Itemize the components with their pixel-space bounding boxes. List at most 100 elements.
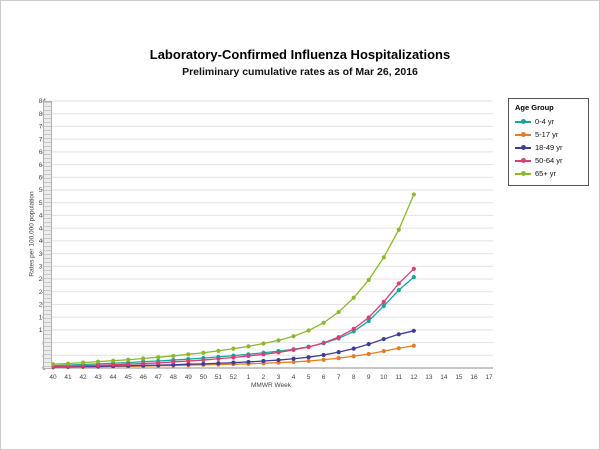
legend-marker-5-17 xyxy=(515,132,531,137)
data-point xyxy=(111,358,116,363)
data-point xyxy=(80,360,86,365)
legend-item-50-64[interactable]: 50-64 yr xyxy=(515,154,583,167)
svg-text:46: 46 xyxy=(140,374,148,381)
data-point xyxy=(351,326,356,332)
svg-text:6: 6 xyxy=(322,374,326,381)
svg-text:49: 49 xyxy=(185,374,193,381)
svg-text:47: 47 xyxy=(155,374,163,381)
svg-text:40: 40 xyxy=(49,374,57,381)
svg-text:16: 16 xyxy=(39,314,47,321)
data-point xyxy=(321,340,326,345)
data-point xyxy=(246,359,251,365)
legend-marker-65plus xyxy=(515,171,531,176)
data-point xyxy=(351,354,356,359)
svg-text:28: 28 xyxy=(39,276,47,283)
data-point xyxy=(186,358,191,364)
svg-text:50: 50 xyxy=(200,374,208,381)
svg-text:48: 48 xyxy=(39,213,47,220)
data-point xyxy=(366,318,371,324)
svg-text:80: 80 xyxy=(39,111,47,118)
svg-text:15: 15 xyxy=(455,374,463,381)
data-point xyxy=(411,343,416,348)
svg-text:1: 1 xyxy=(247,374,251,381)
chart-subtitle: Preliminary cumulative rates as of Mar 2… xyxy=(182,66,418,78)
data-point xyxy=(201,357,206,363)
svg-text:24: 24 xyxy=(39,289,47,296)
svg-text:7: 7 xyxy=(337,374,341,381)
svg-text:68: 68 xyxy=(39,149,47,156)
data-point xyxy=(216,361,221,366)
data-point xyxy=(411,266,416,271)
data-point xyxy=(396,227,401,232)
svg-text:2: 2 xyxy=(262,374,266,381)
legend-item-65plus[interactable]: 65+ yr xyxy=(515,167,583,180)
data-point xyxy=(246,344,251,349)
data-point xyxy=(321,320,326,325)
svg-text:20: 20 xyxy=(39,302,47,309)
data-point xyxy=(276,357,281,363)
legend-item-18-49[interactable]: 18-49 yr xyxy=(515,141,583,154)
data-point xyxy=(306,344,311,350)
chart-title: Laboratory-Confirmed Influenza Hospitali… xyxy=(149,47,451,62)
legend-box: Age Group 0-4 yr 5-17 yr 18-49 yr 50-64 … xyxy=(508,98,589,186)
data-point xyxy=(141,356,146,361)
svg-text:43: 43 xyxy=(94,374,102,381)
data-point xyxy=(276,350,281,355)
chart-plot-area: 0481216202428323640444852566064687276808… xyxy=(39,98,493,381)
data-point xyxy=(306,358,311,364)
data-point xyxy=(261,358,266,364)
data-point xyxy=(351,346,356,351)
svg-text:16: 16 xyxy=(470,374,478,381)
legend-item-0-4[interactable]: 0-4 yr xyxy=(515,115,583,128)
svg-text:12: 12 xyxy=(39,327,47,334)
svg-text:8: 8 xyxy=(352,374,356,381)
data-point xyxy=(96,359,101,364)
svg-text:52: 52 xyxy=(230,374,238,381)
svg-text:52: 52 xyxy=(39,200,47,207)
svg-text:51: 51 xyxy=(215,374,223,381)
data-point xyxy=(156,360,161,366)
series-line-50-64 yr xyxy=(52,268,415,368)
data-point xyxy=(231,360,236,365)
data-point xyxy=(381,303,386,309)
data-point xyxy=(216,356,221,361)
data-point xyxy=(396,281,401,286)
data-point xyxy=(201,350,206,355)
data-point xyxy=(231,355,236,360)
data-point xyxy=(306,328,311,333)
svg-text:4: 4 xyxy=(292,374,296,381)
data-point xyxy=(381,336,386,342)
svg-text:76: 76 xyxy=(39,124,47,131)
svg-text:44: 44 xyxy=(39,225,47,232)
legend-item-5-17[interactable]: 5-17 yr xyxy=(515,128,583,141)
gridlines xyxy=(49,100,493,356)
svg-text:56: 56 xyxy=(39,187,47,194)
data-point xyxy=(261,352,266,357)
data-point xyxy=(381,255,386,260)
legend-label: 5-17 yr xyxy=(535,130,559,139)
data-point xyxy=(186,362,191,367)
data-point xyxy=(126,357,131,362)
svg-text:40: 40 xyxy=(39,238,47,245)
data-point xyxy=(306,355,311,360)
data-point xyxy=(411,192,416,197)
data-point xyxy=(366,351,371,357)
data-point xyxy=(261,341,266,346)
data-point xyxy=(201,361,206,366)
data-point xyxy=(171,353,176,359)
svg-text:17: 17 xyxy=(485,374,493,381)
chart-range-slider-handle[interactable] xyxy=(43,101,52,369)
data-point xyxy=(96,363,101,368)
svg-text:3: 3 xyxy=(277,374,281,381)
data-point xyxy=(216,348,221,353)
svg-text:42: 42 xyxy=(79,374,87,381)
data-point xyxy=(396,346,401,351)
data-point xyxy=(291,356,296,361)
data-point xyxy=(381,349,386,354)
svg-text:44: 44 xyxy=(110,374,118,381)
legend-marker-50-64 xyxy=(515,158,531,163)
data-point xyxy=(396,288,401,293)
data-point xyxy=(321,352,326,358)
data-point xyxy=(186,352,191,357)
